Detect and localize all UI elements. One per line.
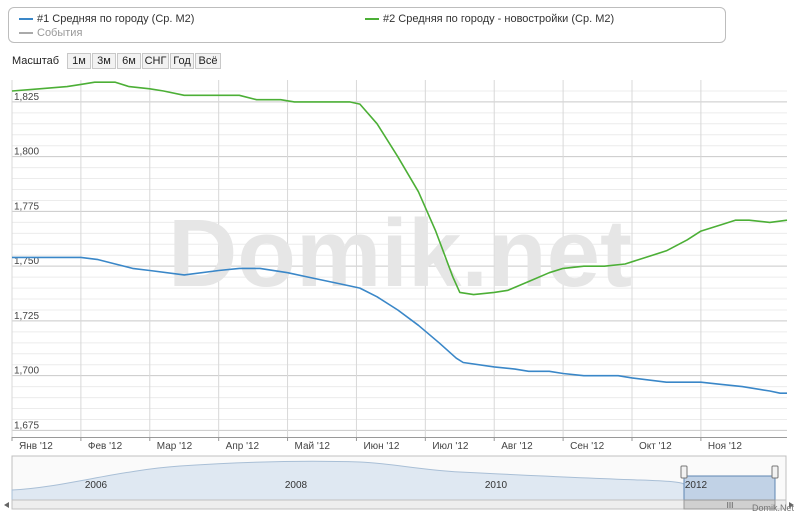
series-lines: [11, 81, 788, 394]
watermark: Domik.net: [168, 200, 632, 307]
x-axis: Янв '12 Фев '12 Мар '12 Апр '12 Май '12 Июн '…: [11, 437, 787, 452]
x-tick-label: Авг '12: [501, 441, 533, 452]
navigator-scrollbar-track: [11, 499, 787, 510]
navigator-year-label: 2008: [285, 480, 308, 491]
range-button-ytd[interactable]: СНГ: [142, 53, 169, 69]
series-line-2: [11, 81, 788, 296]
y-tick-label: 1,675: [14, 420, 39, 431]
navigator-series-area: [11, 460, 685, 501]
navigator-scrollbar-thumb[interactable]: [683, 499, 776, 510]
navigator-year-label: 2012: [685, 480, 708, 491]
x-tick-label: Июн '12: [363, 441, 399, 452]
navigator-left-handle[interactable]: [680, 465, 688, 479]
legend-label-series-2: #2 Средняя по городу - новостройки (Ср. …: [383, 13, 615, 25]
x-tick-label: Фев '12: [88, 441, 123, 452]
scroll-right-arrow-icon[interactable]: [789, 502, 794, 508]
y-tick-label: 1,700: [14, 366, 39, 377]
x-tick-label: Окт '12: [639, 441, 672, 452]
y-tick-label: 1,725: [14, 311, 39, 322]
grid-lines: [11, 80, 787, 437]
legend-swatch-events: [19, 32, 33, 35]
navigator-right-handle[interactable]: [771, 465, 779, 479]
scale-label: Масштаб: [12, 55, 60, 67]
navigator-year-label: 2006: [85, 480, 108, 491]
legend-label-events: События: [37, 27, 83, 39]
y-tick-label: 1,825: [14, 92, 39, 103]
legend-item-events[interactable]: События: [19, 27, 82, 39]
x-tick-label: Ноя '12: [708, 441, 742, 452]
x-tick-label: Июл '12: [432, 441, 469, 452]
legend-swatch-series-2: [365, 18, 379, 21]
range-button-6m[interactable]: 6м: [117, 53, 141, 69]
y-tick-label: 1,775: [14, 201, 39, 212]
y-axis-labels: 1,675 1,700 1,725 1,750 1,775 1,800 1,825: [14, 92, 39, 432]
scrollbar-grip-icon: III: [727, 501, 734, 510]
legend-label-series-1: #1 Средняя по городу (Ср. М2): [37, 13, 195, 25]
legend-item-series-2[interactable]: #2 Средняя по городу - новостройки (Ср. …: [365, 13, 614, 25]
navigator-year-label: 2010: [485, 480, 508, 491]
y-tick-label: 1,750: [14, 256, 39, 267]
credit-text: Domik.Net: [751, 503, 794, 513]
legend-item-series-1[interactable]: #1 Средняя по городу (Ср. М2): [19, 13, 194, 25]
range-button-1m[interactable]: 1м: [67, 53, 91, 69]
navigator[interactable]: 2006 2008 2010 2012 III: [4, 455, 794, 510]
x-tick-label: Сен '12: [570, 441, 605, 452]
x-tick-label: Апр '12: [226, 441, 260, 452]
range-button-year[interactable]: Год: [170, 53, 194, 69]
scroll-left-arrow-icon[interactable]: [4, 502, 9, 508]
series-line-1: [12, 256, 787, 394]
chart-legend: #1 Средняя по городу (Ср. М2) #2 Средняя…: [8, 7, 726, 43]
x-tick-label: Май '12: [295, 441, 331, 452]
range-button-all[interactable]: Всё: [195, 53, 221, 69]
x-tick-label: Мар '12: [157, 441, 193, 452]
legend-swatch-series-1: [19, 18, 33, 21]
x-tick-label: Янв '12: [19, 441, 53, 452]
range-button-3m[interactable]: 3м: [92, 53, 116, 69]
y-tick-label: 1,800: [14, 147, 39, 158]
